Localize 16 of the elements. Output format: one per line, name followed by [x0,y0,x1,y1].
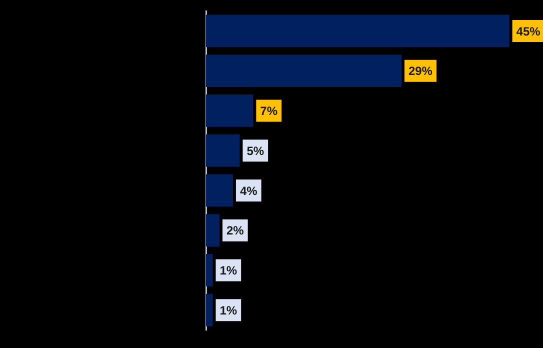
bar [206,14,510,48]
data-label: 2% [226,224,244,238]
data-label: 7% [260,104,278,118]
bar [206,254,213,286]
data-label: 4% [240,184,258,198]
data-label: 1% [220,303,238,318]
data-label: 5% [246,144,264,158]
bar [206,54,402,87]
bar [206,294,213,326]
bar [206,214,220,246]
bar [206,94,254,127]
bar [206,134,240,167]
bar [206,174,233,207]
data-label: 29% [408,64,433,78]
data-label: 1% [220,264,238,278]
data-label: 45% [516,24,541,38]
